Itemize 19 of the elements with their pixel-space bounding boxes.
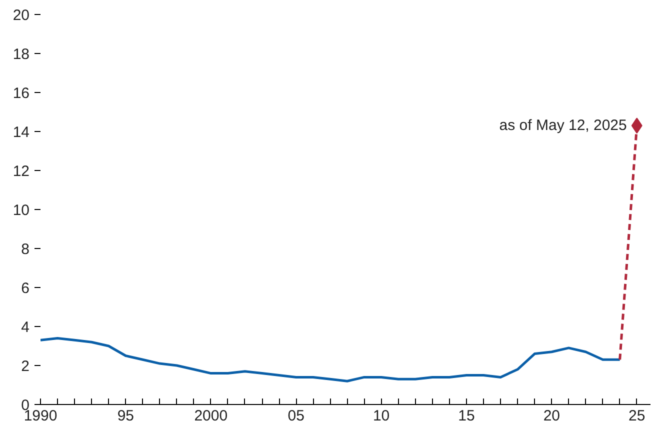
y-tick-label: 12 [12, 163, 30, 180]
y-tick-label: 14 [12, 124, 30, 141]
y-tick-label: 4 [21, 319, 30, 336]
x-tick-label: 20 [543, 408, 560, 424]
y-tick-label: 10 [12, 202, 30, 219]
x-tick-label: 25 [628, 408, 646, 424]
x-tick-label: 05 [288, 408, 304, 424]
y-tick-label: 20 [12, 7, 30, 24]
y-tick-label: 8 [21, 241, 30, 258]
y-tick-label: 6 [21, 280, 30, 297]
x-tick-label: 2000 [194, 408, 228, 424]
x-tick-label: 10 [372, 408, 390, 424]
y-tick-label: 2 [21, 358, 30, 375]
x-tick-label: 95 [117, 408, 134, 424]
y-tick-label: 18 [12, 46, 30, 63]
x-tick-label: 15 [458, 408, 475, 424]
line-series [40, 336, 622, 382]
annotation: as of May 12, 2025 [499, 117, 627, 134]
y-tick-label: 16 [12, 85, 30, 102]
